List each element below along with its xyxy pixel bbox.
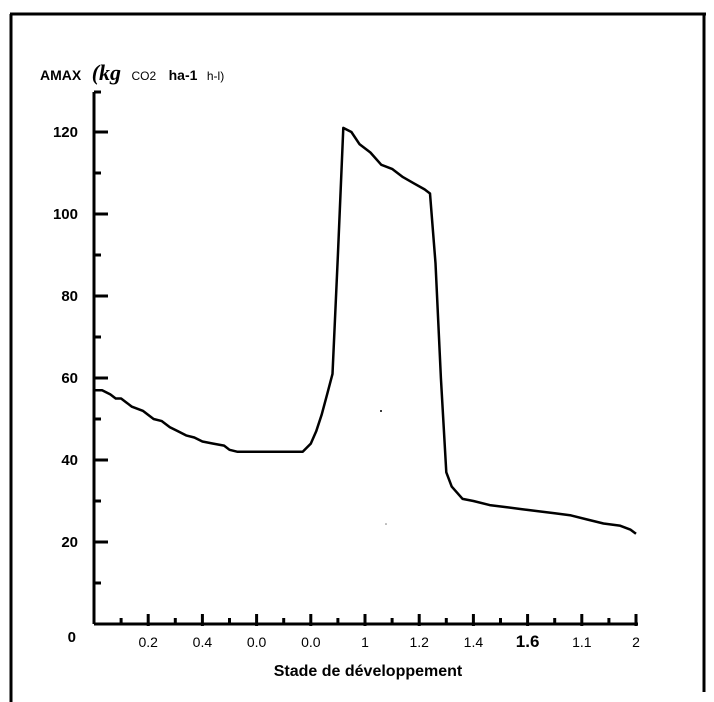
- x-tick-label: 0.0: [247, 634, 267, 650]
- x-tick-label: 1: [361, 634, 369, 650]
- series-line: [94, 126, 637, 535]
- y-tick-label: 40: [61, 452, 78, 469]
- y-tick-label: 80: [61, 288, 78, 305]
- x-tick-label: 1.1: [572, 634, 592, 650]
- y-origin-label: 0: [68, 629, 76, 646]
- x-tick-label: 2: [632, 634, 640, 650]
- x-tick-label: 1.2: [409, 634, 429, 650]
- x-tick-label: 1.4: [464, 634, 484, 650]
- speck-mark: [385, 523, 387, 525]
- x-ticks: 0.2 0.4 0.0 0.0 1 1.2 1.4 1.6 1.1 2: [119, 614, 640, 651]
- chart-title: AMAX (kg CO2 ha-1 h-l): [40, 60, 224, 85]
- x-tick-label: 0.4: [193, 634, 213, 650]
- speck-mark: [380, 410, 382, 412]
- x-tick-label: 0.2: [138, 634, 158, 650]
- y-tick-label: 20: [61, 534, 78, 551]
- title-part-b: (kg: [92, 60, 121, 85]
- y-tick-label: 100: [53, 206, 78, 223]
- y-tick-label: 120: [53, 124, 78, 141]
- y-ticks: 20 40 60 80 100 120: [53, 124, 108, 551]
- title-part-e: h-l): [207, 69, 224, 83]
- x-axis-title: Stade de développement: [274, 663, 463, 680]
- y-minor-ticks: [94, 90, 101, 585]
- x-tick-label: 0.0: [301, 634, 321, 650]
- y-tick-label: 60: [61, 370, 78, 387]
- x-tick-label: 1.6: [516, 632, 540, 651]
- title-part-c: CO2: [131, 69, 156, 83]
- title-part-a: AMAX: [40, 67, 82, 83]
- title-part-d: ha-1: [169, 67, 198, 83]
